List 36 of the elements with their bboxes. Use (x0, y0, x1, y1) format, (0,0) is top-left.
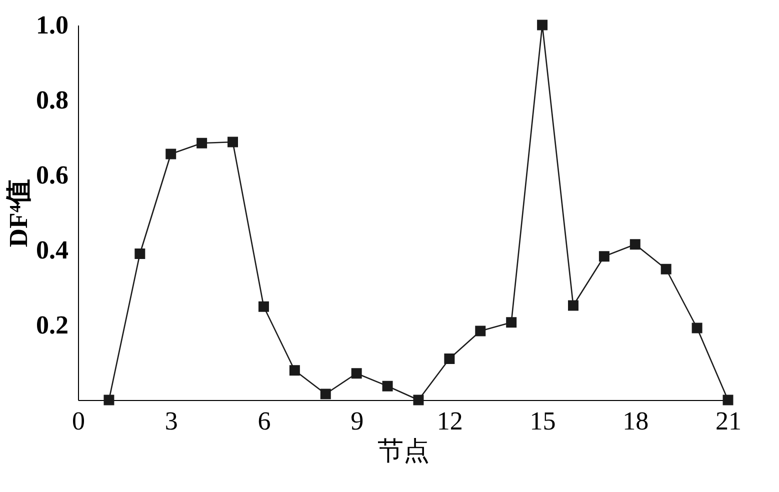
x-axis-title: 节点 (378, 436, 430, 466)
x-tick-label: 18 (622, 406, 649, 436)
point (134, 248, 146, 259)
point (598, 251, 610, 262)
point (537, 20, 548, 30)
point (475, 326, 486, 336)
point (413, 394, 424, 406)
y-tick-label: 0.6 (36, 160, 68, 190)
point (258, 301, 269, 312)
x-tick-label: 3 (164, 406, 178, 436)
point (320, 388, 331, 400)
x-tick-label: 6 (258, 406, 271, 436)
point (351, 368, 362, 379)
x-tick-label: 12 (436, 406, 463, 436)
point (630, 239, 640, 250)
point (289, 365, 300, 376)
x-tick-label: 15 (530, 406, 556, 436)
point (506, 317, 517, 328)
point (382, 380, 393, 392)
point (166, 148, 176, 160)
y-tick-label: 0.8 (36, 86, 68, 114)
y-tick-label: 1.0 (36, 10, 68, 40)
point (104, 394, 114, 406)
y-axis-title: DF⁴值 (4, 178, 33, 248)
point (228, 136, 238, 148)
y-tick-label: 0.2 (36, 310, 68, 340)
y-tick-label: 0.4 (36, 236, 68, 264)
point (568, 300, 578, 311)
point (196, 138, 208, 148)
point (722, 394, 734, 406)
x-tick-label: 0 (72, 406, 85, 436)
x-tick-label: 9 (350, 406, 364, 436)
point (692, 322, 702, 334)
x-tick-label: 21 (716, 406, 742, 436)
point (660, 264, 672, 274)
point (444, 354, 455, 364)
